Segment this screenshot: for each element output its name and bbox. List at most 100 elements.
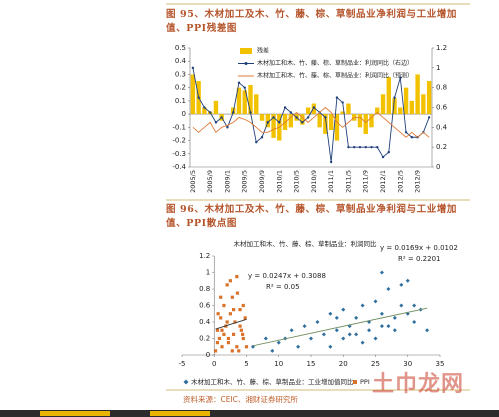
scatter-point [412,303,417,308]
x-tick-label: 2011/5 [344,170,352,193]
line-marker [364,145,367,149]
scatter-point [243,316,247,320]
scatter-point [289,328,294,333]
scatter-point [412,320,417,324]
scatter-point [226,336,231,341]
bar [305,107,311,115]
scatter-point [379,324,384,329]
bar [311,103,317,115]
bar [346,103,351,115]
scatter-point [392,328,397,333]
bar [317,114,322,128]
scatter-point [237,349,241,353]
line-marker [329,160,333,164]
x-tick-label: 0 [212,360,216,368]
footer-stripe [150,411,210,416]
scatter-point [232,308,236,312]
scatter-point [360,340,365,345]
line-marker [335,96,339,99]
bar [415,74,420,115]
bar [248,85,253,115]
scatter-point [235,275,239,279]
y-tick-label: 0 [182,110,186,118]
scatter-point [222,303,226,308]
y2-tick-label: 0.2 [436,143,447,151]
footer-stripe [40,411,110,416]
bar [375,107,380,115]
scatter-point [230,349,234,353]
bar [357,114,363,128]
line-marker [341,101,344,104]
y-tick-label: -0.1 [172,123,186,131]
scatter-point [241,336,245,341]
scatter-point [216,312,220,316]
y-tick-label: -0.4 [172,163,186,171]
scatter-point [392,315,397,320]
y-tick-label: 0.6 [199,302,211,310]
legend-label: 木材加工和木、竹、藤、棕、草制品业：利润同比（预测） [257,72,413,80]
scatter-point [405,278,410,283]
scatter-point [241,332,245,336]
x-tick-label: 5 [244,360,248,368]
line-marker [266,121,269,124]
trendline [252,307,428,347]
x-tick-label: 2009/5 [241,170,249,193]
scatter-point [215,341,220,345]
y-tick-label: 1.2 [199,252,210,260]
bar [242,90,247,115]
line-marker [226,126,229,129]
line-marker [232,111,235,114]
bar [392,98,397,115]
scatter-point [302,324,307,329]
line-marker [301,121,304,124]
x-tick-label: 2011/9 [362,170,370,193]
x-tick-label: 35 [436,360,445,368]
line-marker [410,136,414,139]
line-marker [404,131,408,134]
y-tick-label: -0.3 [172,150,186,158]
x-tick-label: -5 [179,360,186,368]
y2-tick-label: 0.6 [436,104,448,112]
trendline [215,318,247,330]
x-tick-label: 20 [339,360,348,368]
scatter-point [235,345,239,349]
scatter-point [354,332,359,337]
y2-tick-label: 0.4 [436,123,448,131]
bar [254,94,259,115]
scatter-point [235,291,240,295]
legend-label: PPI [360,378,370,386]
y-tick-label: 0.4 [175,57,187,65]
scatter-point [373,336,378,341]
bar [421,94,426,115]
bar [259,114,265,121]
line-series [192,67,430,163]
line-marker [358,145,362,149]
scatter-point [220,345,224,349]
x-tick-label: 25 [371,360,380,368]
bar [380,94,386,115]
scatter-point [360,303,365,308]
scatter-point [379,270,384,275]
scatter-point [296,344,301,349]
y2-tick-label: 1.2 [436,44,447,52]
scatter-point [425,328,430,333]
y-tick-label: 0 [206,351,210,359]
line-marker [347,145,350,149]
scatter-point [232,332,236,336]
y2-tick-label: 0 [436,163,440,171]
scatter-point [328,311,333,316]
x-tick-label: 2009/1 [223,170,231,193]
scatter-point [217,336,222,341]
scatter-point [321,332,326,337]
scatter-point [228,312,232,316]
bar [236,87,242,115]
scatter-point [386,287,391,291]
scatter-point [226,341,231,345]
line-marker [243,86,246,89]
bar [426,81,432,115]
trend-equation: y = 0.0169x + 0.0102 [380,244,458,252]
line-marker [220,116,223,119]
line-marker [376,145,379,149]
